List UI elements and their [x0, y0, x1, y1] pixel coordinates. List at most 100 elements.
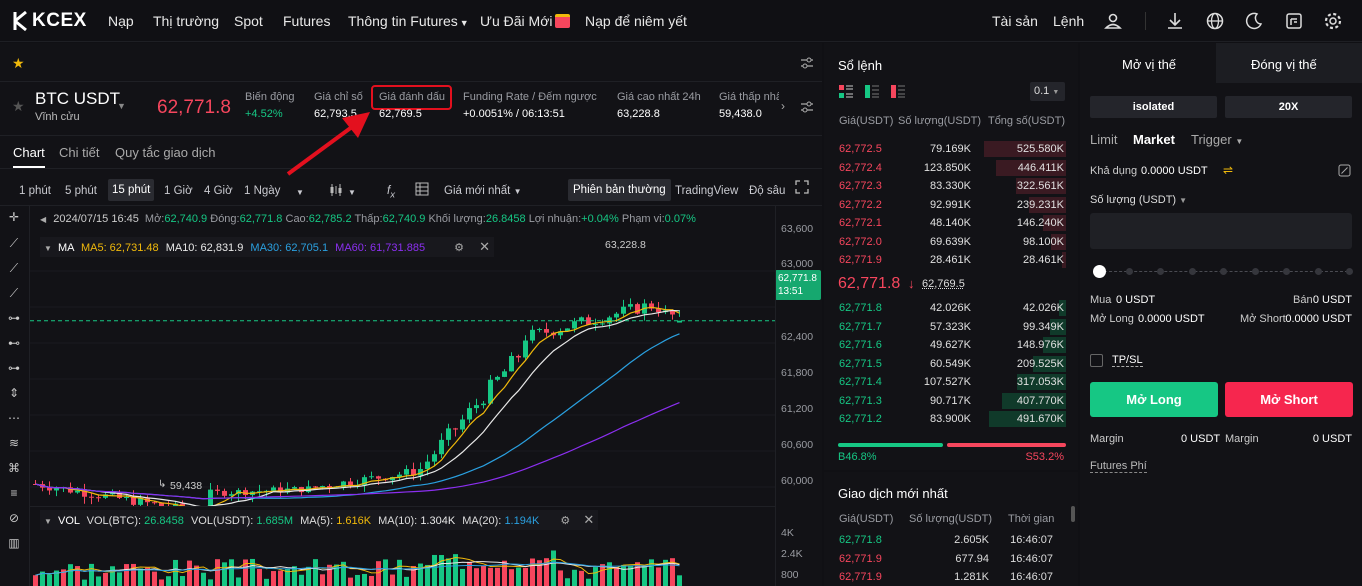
- nav-orders[interactable]: Lệnh: [1053, 13, 1085, 29]
- symbol-star-icon[interactable]: ★: [12, 98, 25, 114]
- quantity-label[interactable]: Số lượng (USDT) ▼: [1090, 194, 1187, 206]
- asks-price[interactable]: 62,771.9: [839, 254, 882, 266]
- horizontal-ray-tool-icon[interactable]: ⊷: [8, 336, 20, 350]
- user-icon[interactable]: [1103, 11, 1123, 31]
- ma-collapse-icon[interactable]: ▼: [44, 244, 52, 253]
- nav-markets[interactable]: Thị trường: [153, 13, 220, 29]
- asks-price[interactable]: 62,772.2: [839, 198, 882, 211]
- nav-deposit[interactable]: Nạp: [108, 13, 134, 29]
- slider-step[interactable]: [1314, 268, 1322, 275]
- slider-step[interactable]: [1283, 268, 1290, 275]
- tab-open-position[interactable]: Mở vị thế: [1080, 43, 1216, 83]
- ma-settings-icon[interactable]: ⚙: [454, 242, 464, 254]
- trash-icon[interactable]: ▥: [8, 536, 20, 550]
- nav-promotions[interactable]: Ưu Đãi Mới: [480, 13, 571, 29]
- menu-tool-icon[interactable]: ≡: [10, 486, 18, 500]
- nav-assets[interactable]: Tài sản: [992, 13, 1038, 29]
- star-favorite-icon[interactable]: ★: [12, 55, 25, 71]
- trades-scrollbar[interactable]: [1071, 506, 1075, 522]
- chevron-right-icon[interactable]: ›: [781, 99, 785, 113]
- open-short-button[interactable]: Mở Short: [1225, 382, 1353, 417]
- symbol-dropdown-icon[interactable]: ▼: [117, 101, 126, 111]
- fib-tool-icon[interactable]: ≋: [8, 436, 20, 450]
- asks-price[interactable]: 62,772.4: [839, 161, 882, 174]
- open-long-button[interactable]: Mở Long: [1090, 382, 1218, 417]
- nav-spot[interactable]: Spot: [234, 13, 263, 29]
- bids-price[interactable]: 62,771.6: [839, 339, 882, 351]
- vol-settings-icon[interactable]: ⚙: [560, 515, 571, 527]
- trendline-tool-icon[interactable]: ⟋: [9, 236, 19, 250]
- interval-1h[interactable]: 1 Giờ: [164, 185, 193, 197]
- settings-gear-icon[interactable]: [1323, 11, 1343, 31]
- download-icon[interactable]: [1165, 11, 1185, 31]
- slider-step[interactable]: [1251, 268, 1259, 275]
- futures-fee-link[interactable]: Futures Phí: [1090, 460, 1147, 473]
- symbol-name[interactable]: BTC USDT: [35, 89, 120, 108]
- candlestick-chart[interactable]: [30, 206, 775, 506]
- calculator-icon[interactable]: [1338, 164, 1351, 177]
- tpsl-label[interactable]: TP/SL: [1112, 354, 1143, 367]
- nav-listing[interactable]: Nạp để niêm yết: [585, 13, 687, 29]
- asks-price[interactable]: 62,772.3: [839, 180, 882, 192]
- tab-trading-rules[interactable]: Quy tắc giao dịch: [115, 145, 216, 160]
- order-type-limit[interactable]: Limit: [1090, 132, 1118, 147]
- measure-tool-icon[interactable]: ⋯: [8, 411, 20, 425]
- tab-close-position[interactable]: Đóng vị thế: [1216, 43, 1362, 83]
- view-standard[interactable]: Phiên bản thường: [568, 179, 671, 201]
- kcex-logo[interactable]: KCEX: [12, 10, 87, 32]
- interval-15m[interactable]: 15 phút: [108, 179, 155, 201]
- candles-icon[interactable]: [328, 182, 344, 198]
- ticker-sliders-icon[interactable]: [800, 100, 814, 114]
- ohlc-collapse-icon[interactable]: ◀: [40, 215, 47, 224]
- leverage-button[interactable]: 20X: [1225, 96, 1352, 118]
- interval-4h[interactable]: 4 Giờ: [204, 185, 233, 197]
- asks-price[interactable]: 62,772.0: [839, 235, 882, 248]
- vertical-line-tool-icon[interactable]: ⇕: [8, 386, 20, 400]
- transfer-icon[interactable]: ⇌: [1223, 163, 1234, 177]
- bids-price[interactable]: 62,771.7: [839, 320, 882, 333]
- interval-dropdown-icon[interactable]: ▼: [296, 188, 304, 197]
- view-depth[interactable]: Độ sâu: [749, 185, 786, 197]
- nav-futures[interactable]: Futures: [283, 13, 331, 29]
- slider-step[interactable]: [1157, 268, 1164, 275]
- indicators-fx-icon[interactable]: fx: [387, 185, 395, 201]
- asks-price[interactable]: 62,772.1: [839, 217, 882, 229]
- bids-price[interactable]: 62,771.2: [839, 413, 882, 425]
- wallet-icon[interactable]: [1284, 11, 1304, 31]
- asks-price[interactable]: 62,772.5: [839, 143, 882, 155]
- slider-step[interactable]: [1346, 268, 1353, 275]
- slider-step[interactable]: [1125, 268, 1133, 275]
- slider-step[interactable]: [1220, 268, 1227, 275]
- pattern-tool-icon[interactable]: ⌘: [8, 461, 20, 475]
- price-line-tool-icon[interactable]: ⊶: [8, 361, 20, 375]
- margin-mode-button[interactable]: isolated: [1090, 96, 1217, 118]
- bids-price[interactable]: 62,771.8: [839, 302, 882, 314]
- interval-1m[interactable]: 1 phút: [19, 185, 51, 197]
- layout-grid-icon[interactable]: [415, 182, 429, 196]
- nav-futures-info[interactable]: Thông tin Futures ▼: [348, 13, 469, 29]
- slider-handle[interactable]: [1093, 265, 1106, 278]
- moon-icon[interactable]: [1244, 11, 1264, 31]
- extended-line-tool-icon[interactable]: ⟋: [9, 286, 19, 300]
- vol-collapse-icon[interactable]: ▼: [44, 517, 52, 526]
- book-both-icon[interactable]: [839, 85, 853, 98]
- globe-icon[interactable]: [1205, 11, 1225, 31]
- book-asks-icon[interactable]: [891, 85, 905, 98]
- interval-5m[interactable]: 5 phút: [65, 185, 97, 197]
- ray-tool-icon[interactable]: ⟋: [9, 261, 19, 275]
- crosshair-tool-icon[interactable]: ✛: [8, 210, 20, 224]
- fullscreen-icon[interactable]: [795, 180, 809, 194]
- quantity-input[interactable]: [1090, 213, 1352, 249]
- precision-select[interactable]: 0.1 ▼: [1030, 82, 1065, 101]
- sliders-icon[interactable]: [800, 56, 814, 70]
- bids-price[interactable]: 62,771.4: [839, 376, 882, 388]
- vol-close-icon[interactable]: ✕: [583, 512, 595, 527]
- candle-type-dropdown-icon[interactable]: ▼: [348, 188, 356, 197]
- horizontal-line-tool-icon[interactable]: ⊶: [8, 311, 20, 325]
- bids-price[interactable]: 62,771.5: [839, 357, 882, 370]
- tpsl-checkbox[interactable]: [1090, 354, 1103, 367]
- interval-1d[interactable]: 1 Ngày: [244, 185, 281, 197]
- hide-drawings-icon[interactable]: ⊘: [8, 511, 20, 525]
- view-tradingview[interactable]: TradingView: [675, 185, 739, 197]
- slider-step[interactable]: [1188, 268, 1196, 275]
